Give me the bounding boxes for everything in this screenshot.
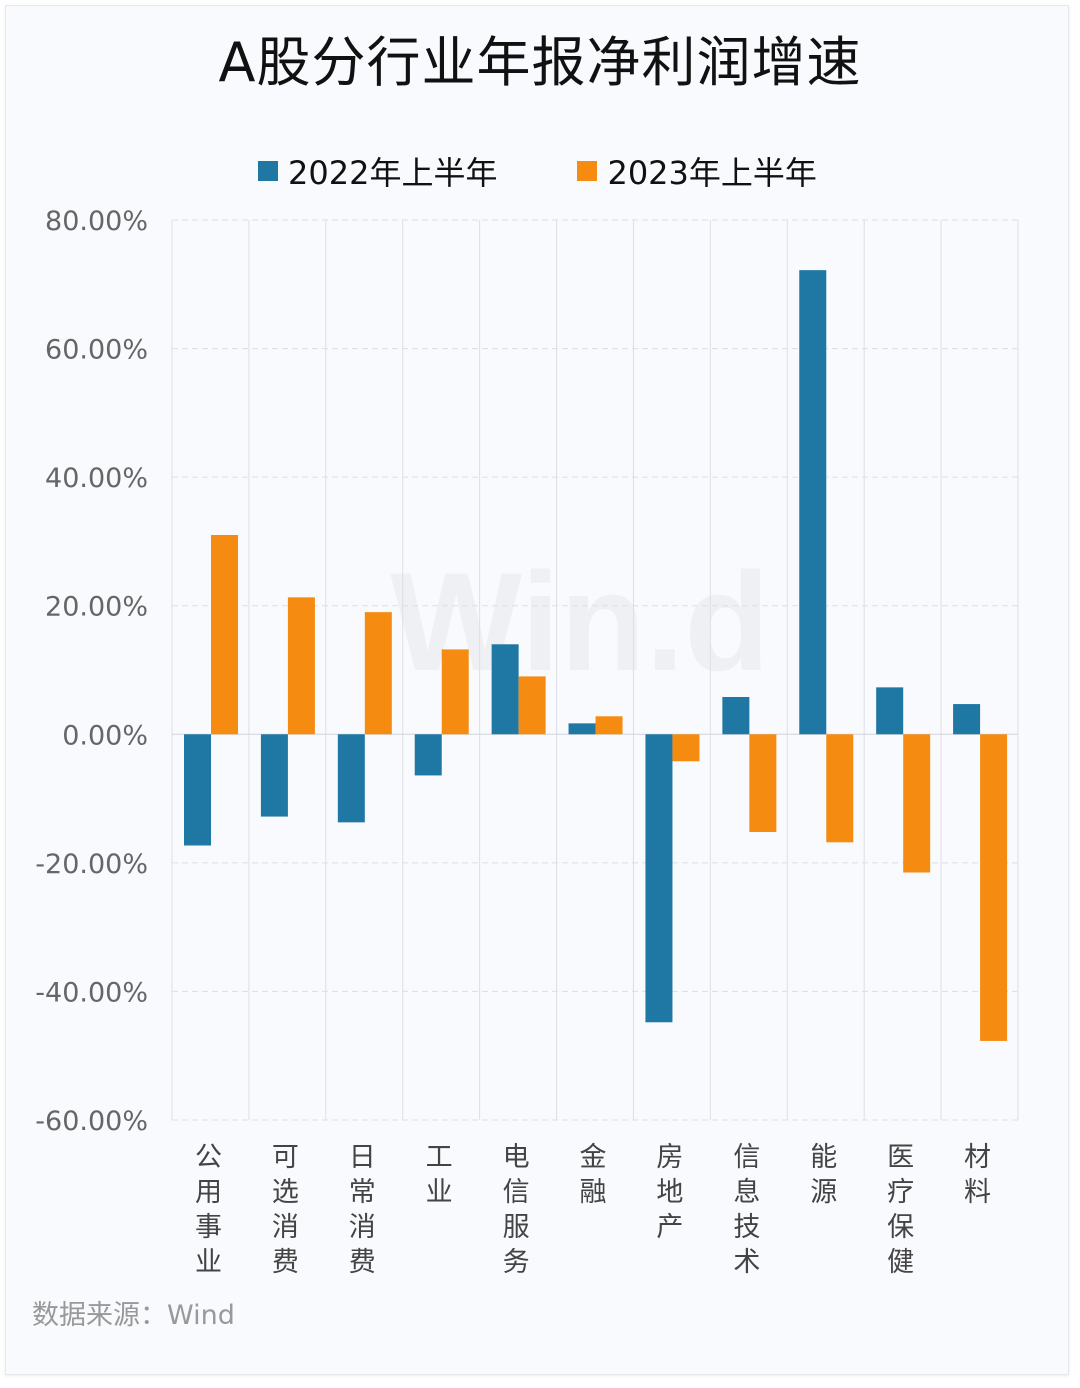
x-tick-label: 金融 xyxy=(580,1142,607,1208)
bar-2022 xyxy=(568,723,596,735)
bar-2022 xyxy=(876,687,904,735)
legend-label-2023: 2023年上半年 xyxy=(607,154,817,192)
x-tick-label: 可选消费 xyxy=(272,1142,299,1278)
x-tick-label: 能源 xyxy=(810,1142,837,1208)
bar-2023 xyxy=(903,734,931,873)
bar-2023 xyxy=(749,734,777,832)
bar-2022 xyxy=(722,697,750,735)
y-tick-label: 40.00% xyxy=(45,463,148,494)
legend-item-2022: 2022年上半年 xyxy=(258,148,497,194)
x-tick-label: 房地产 xyxy=(656,1142,683,1243)
chart-title: A股分行业年报净利润增速 xyxy=(218,31,862,94)
y-tick-label: -20.00% xyxy=(35,849,148,880)
bar-2023 xyxy=(980,734,1008,1041)
x-tick-label: 医疗保健 xyxy=(887,1142,914,1278)
source-note: 数据来源：Wind xyxy=(32,1300,235,1331)
bar-2022 xyxy=(414,734,442,776)
bar-2022 xyxy=(645,734,673,1023)
legend-item-2023: 2023年上半年 xyxy=(577,148,817,194)
x-tick-label: 日常消费 xyxy=(349,1142,376,1278)
bar-2023 xyxy=(672,734,700,762)
legend-label-2022: 2022年上半年 xyxy=(288,154,498,192)
bar-2022 xyxy=(491,644,519,735)
bar-2023 xyxy=(211,535,238,735)
y-tick-label: 20.00% xyxy=(45,592,148,623)
x-tick-label: 电信服务 xyxy=(503,1142,530,1278)
legend: 2022年上半年 2023年上半年 xyxy=(258,148,817,194)
bar-2023 xyxy=(287,597,315,735)
y-tick-label: -40.00% xyxy=(35,977,148,1008)
bar-2023 xyxy=(441,649,469,735)
y-tick-label: 0.00% xyxy=(62,720,148,751)
legend-swatch-2022 xyxy=(258,161,278,181)
x-tick-label: 工业 xyxy=(426,1142,453,1208)
bar-2022 xyxy=(260,734,288,817)
bar-2023 xyxy=(595,716,623,735)
x-tick-label: 公用事业 xyxy=(195,1142,222,1278)
bar-2022 xyxy=(337,734,365,823)
bar-2023 xyxy=(518,676,546,735)
y-tick-label: 80.00% xyxy=(45,206,148,237)
legend-swatch-2023 xyxy=(577,161,598,181)
bar-2022 xyxy=(184,734,211,846)
y-tick-label: -60.00% xyxy=(35,1106,148,1137)
y-tick-label: 60.00% xyxy=(45,335,148,366)
x-tick-label: 材料 xyxy=(964,1142,991,1208)
bar-2022 xyxy=(799,270,827,735)
bar-2023 xyxy=(364,612,392,735)
x-tick-label: 信息技术 xyxy=(733,1142,760,1278)
bar-2023 xyxy=(826,734,854,843)
bar-2022 xyxy=(953,704,981,735)
